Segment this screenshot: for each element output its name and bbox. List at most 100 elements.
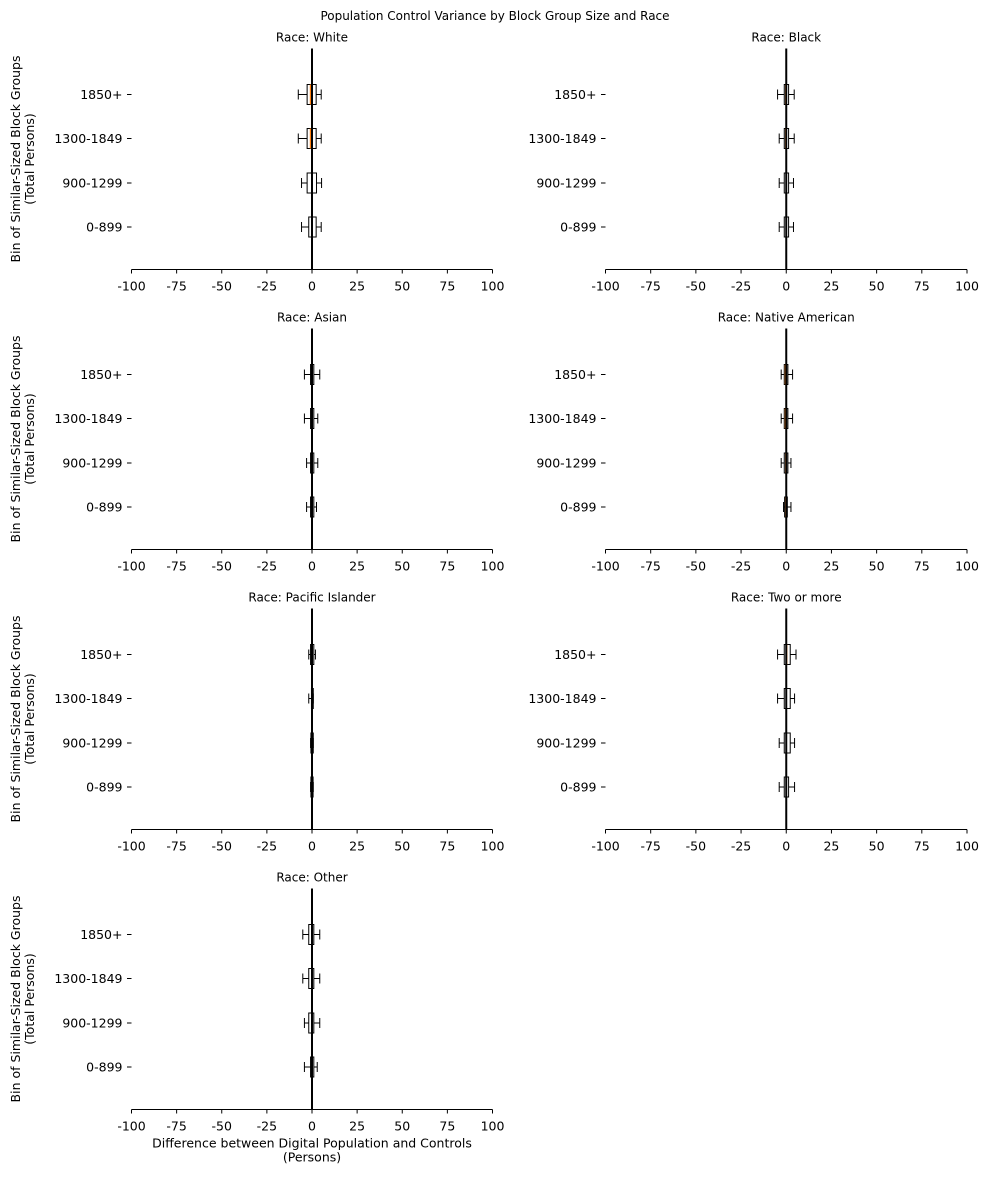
panel-black: Race: Black -100 -75 -50 -25 0 25 50 75 100 1850+ 1…	[528, 31, 979, 294]
y-tick-label: 1850+	[554, 87, 596, 102]
x-tick-label: -25	[257, 839, 277, 854]
x-tick-label: 75	[914, 279, 930, 294]
x-axis-label: Difference between Digital Population an…	[152, 1136, 472, 1151]
x-tick-label: -75	[640, 279, 660, 294]
y-tick-label: 1300-1849	[528, 131, 596, 146]
y-tick-label: 900-1299	[536, 176, 596, 191]
panel-title: Race: Two or more	[731, 591, 842, 605]
y-tick-label: 1850+	[554, 367, 596, 382]
y-axis-label: (Total Persons)	[22, 393, 37, 484]
y-tick-label: 0-899	[86, 1060, 122, 1075]
x-tick-label: 25	[349, 279, 365, 294]
y-tick-label: 900-1299	[62, 1016, 122, 1031]
panel-title: Race: Black	[751, 31, 821, 45]
x-tick-label: -50	[686, 839, 706, 854]
panels: Race: White -100 -75 -50 -25 0 25 50 75 100 1850+ 1…	[8, 31, 979, 1165]
y-tick-label: 0-899	[560, 500, 596, 515]
y-tick-label: 1300-1849	[54, 131, 122, 146]
x-tick-label: 50	[394, 559, 410, 574]
y-axis-label: Bin of Similar-Sized Block Groups	[8, 896, 23, 1103]
y-tick-label: 0-899	[86, 500, 122, 515]
figure-title: Population Control Variance by Block Gro…	[320, 9, 669, 23]
x-tick-label: -100	[117, 279, 145, 294]
x-tick-label: -25	[257, 279, 277, 294]
x-tick-label: 100	[481, 839, 505, 854]
y-tick-label: 1850+	[554, 647, 596, 662]
y-axis-label: (Total Persons)	[22, 673, 37, 764]
x-tick-label: -25	[731, 279, 751, 294]
x-tick-label: -50	[212, 279, 232, 294]
x-tick-label: -100	[591, 279, 619, 294]
panel-native-american: Race: Native American -100 -75 -50 -25 0 25 50 7…	[528, 311, 979, 574]
x-tick-label: 100	[955, 559, 979, 574]
x-tick-label: -100	[591, 839, 619, 854]
x-tick-label: 100	[481, 279, 505, 294]
panel-other: Race: Other -100 -75 -50 -25 0 25 50 75 100 1850+ 1…	[8, 871, 504, 1165]
x-tick-label: 25	[823, 559, 839, 574]
y-tick-label: 1300-1849	[54, 971, 122, 986]
y-tick-label: 1850+	[80, 927, 122, 942]
x-tick-label: -75	[640, 559, 660, 574]
x-tick-label: 0	[308, 279, 316, 294]
x-tick-label: 50	[869, 279, 885, 294]
x-tick-label: 50	[394, 1119, 410, 1134]
x-tick-label: -50	[686, 559, 706, 574]
panel-title: Race: Asian	[277, 311, 347, 325]
x-tick-label: 0	[308, 559, 316, 574]
x-tick-label: -100	[117, 559, 145, 574]
x-tick-label: 0	[308, 1119, 316, 1134]
box-0-899	[303, 1056, 318, 1078]
x-tick-label: -50	[212, 1119, 232, 1134]
y-axis-label: (Total Persons)	[22, 953, 37, 1044]
y-tick-label: 900-1299	[62, 176, 122, 191]
x-tick-label: -75	[166, 559, 186, 574]
panel-title: Race: Other	[276, 871, 347, 885]
y-axis-label: Bin of Similar-Sized Block Groups	[8, 616, 23, 823]
x-tick-label: 25	[349, 559, 365, 574]
x-tick-label: 25	[349, 839, 365, 854]
x-tick-label: 0	[782, 279, 790, 294]
x-tick-label: -75	[640, 839, 660, 854]
x-tick-label: 100	[481, 1119, 505, 1134]
x-tick-label: 100	[955, 839, 979, 854]
x-tick-label: -25	[257, 1119, 277, 1134]
y-tick-label: 900-1299	[62, 736, 122, 751]
box-1850+	[297, 84, 322, 105]
x-tick-label: -25	[731, 559, 751, 574]
x-tick-label: 0	[782, 839, 790, 854]
x-axis-label: (Persons)	[283, 1150, 341, 1165]
panel-asian: Race: Asian -100 -75 -50 -25 0 25 50 75 100 1850+ 1…	[8, 311, 504, 574]
panel-pacific-islander: Race: Pacific Islander -100 -75 -50 -25 0 25 50…	[8, 591, 504, 854]
box-1300-1849	[297, 128, 322, 149]
y-tick-label: 1850+	[80, 647, 122, 662]
y-axis-label: (Total Persons)	[22, 113, 37, 204]
x-tick-label: 25	[823, 279, 839, 294]
y-tick-label: 0-899	[86, 220, 122, 235]
x-tick-label: 50	[869, 839, 885, 854]
x-tick-label: 75	[439, 839, 455, 854]
x-tick-label: 75	[914, 559, 930, 574]
x-tick-label: -50	[212, 559, 232, 574]
x-tick-label: 100	[481, 559, 505, 574]
panel-title: Race: Native American	[718, 311, 855, 325]
y-tick-label: 1300-1849	[528, 411, 596, 426]
x-tick-label: 50	[394, 279, 410, 294]
x-tick-label: -50	[686, 279, 706, 294]
x-tick-label: 75	[439, 1119, 455, 1134]
panel-title: Race: White	[276, 31, 348, 45]
x-tick-label: -100	[591, 559, 619, 574]
y-tick-label: 0-899	[86, 780, 122, 795]
x-tick-label: 25	[823, 839, 839, 854]
x-tick-label: -75	[166, 279, 186, 294]
x-tick-label: -50	[212, 839, 232, 854]
y-tick-label: 1300-1849	[54, 691, 122, 706]
x-tick-label: 75	[914, 839, 930, 854]
x-tick-label: 0	[782, 559, 790, 574]
x-tick-label: -25	[257, 559, 277, 574]
x-tick-label: 0	[308, 839, 316, 854]
y-tick-label: 0-899	[560, 780, 596, 795]
x-tick-label: 50	[394, 839, 410, 854]
y-tick-label: 1300-1849	[528, 691, 596, 706]
x-tick-label: -100	[117, 1119, 145, 1134]
